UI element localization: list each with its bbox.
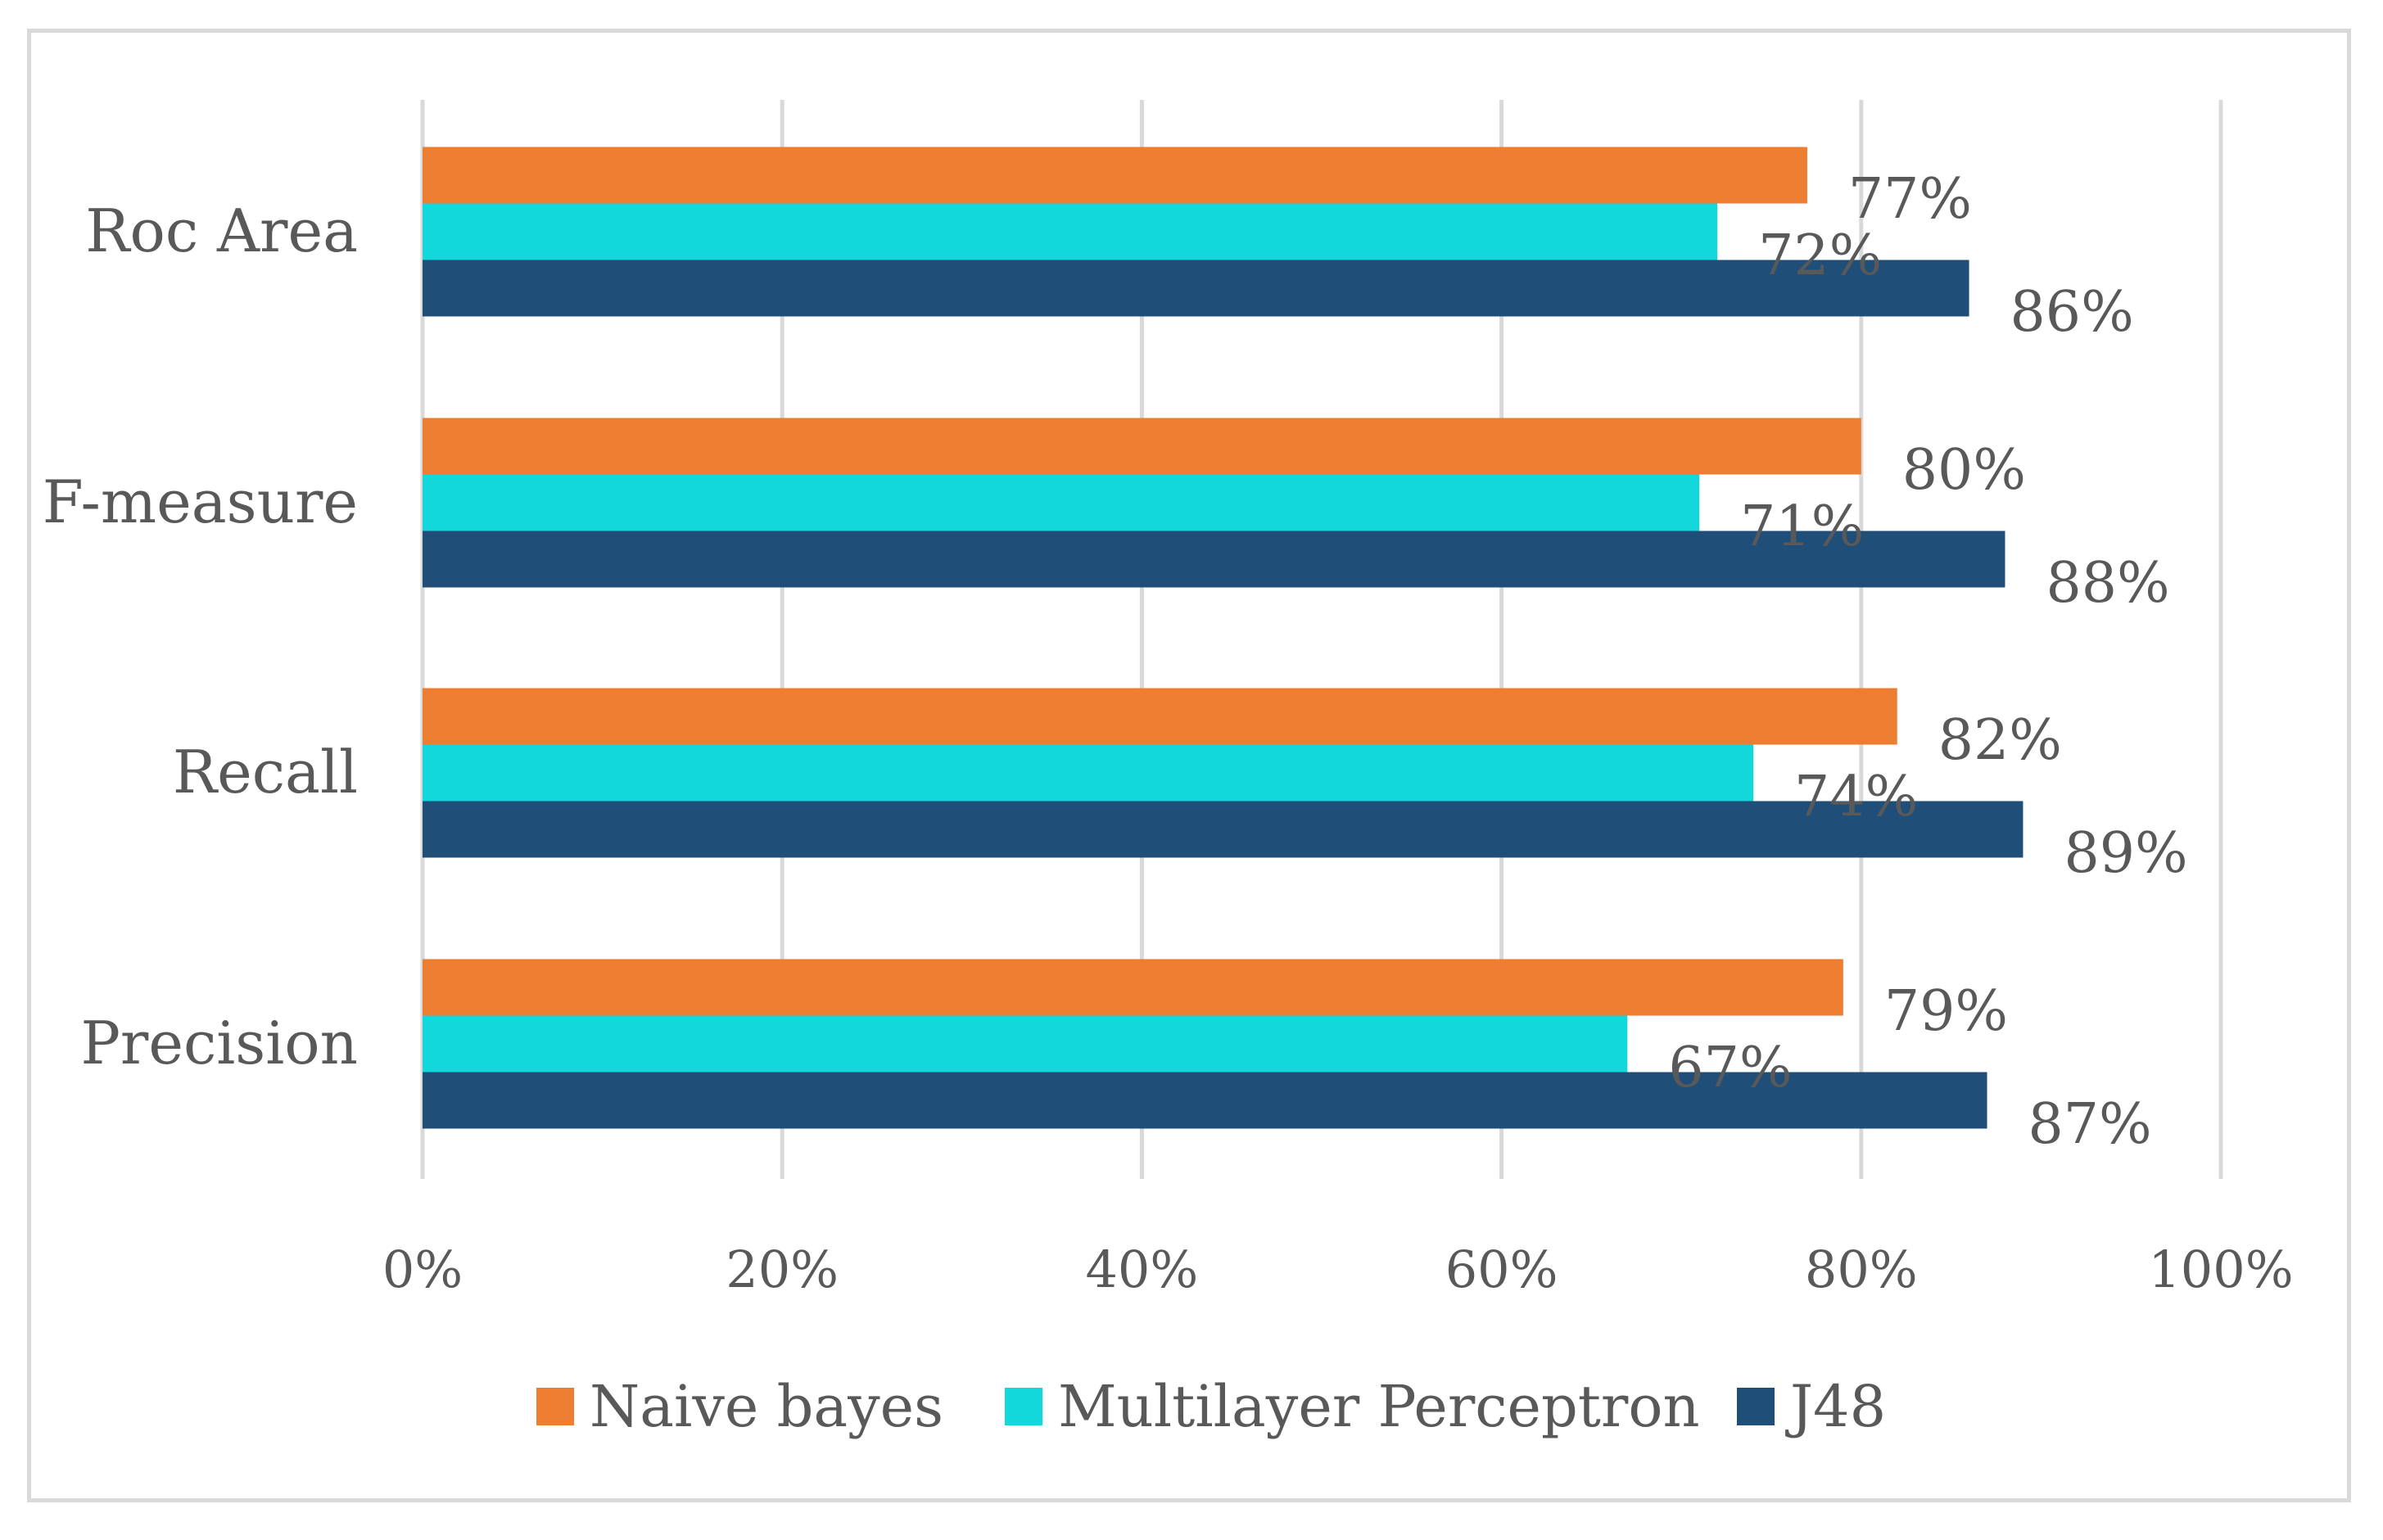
legend-label: Naive bayes <box>590 1373 943 1440</box>
data-label: 71% <box>1740 495 1864 559</box>
data-labels: 77%72% 86% 80% 71% 88% 82% 74% 89% 79% 67% 87% <box>1668 167 2187 1157</box>
bar <box>423 801 2024 858</box>
category-label: Recall <box>173 738 358 806</box>
legend-swatch <box>1005 1388 1042 1425</box>
data-label: 77% <box>1848 167 1972 232</box>
bar <box>423 1072 1987 1129</box>
bar <box>423 744 1754 802</box>
x-tick-label: 80% <box>1805 1240 1918 1299</box>
x-tick-label: 40% <box>1085 1240 1198 1299</box>
x-tick-label: 20% <box>726 1240 839 1299</box>
x-tick-label: 0% <box>382 1240 463 1299</box>
bar <box>423 260 1969 317</box>
data-label: 80% <box>1902 438 2026 503</box>
legend-swatch <box>1737 1388 1775 1425</box>
data-label: 88% <box>2046 551 2169 616</box>
legend-swatch <box>536 1388 574 1425</box>
bar <box>423 418 1861 475</box>
legend-label: Multilayer Perceptron <box>1058 1373 1700 1440</box>
data-label: 79% <box>1884 979 2008 1044</box>
data-label: 74% <box>1794 765 1918 829</box>
bars <box>423 147 2024 1129</box>
category-label: F-measure <box>43 467 358 536</box>
bar <box>423 1015 1628 1073</box>
bar <box>423 531 2005 588</box>
category-label: Roc Area <box>85 196 358 265</box>
data-label: 89% <box>2064 821 2187 886</box>
bar <box>423 688 1897 745</box>
bar <box>423 203 1718 260</box>
legend: Naive bayes Multilayer Perceptron J48 <box>536 1373 1886 1440</box>
axis-labels: 0% 20% 40% 60% 80% 100% Roc Area F-measure Recal… <box>43 196 2294 1299</box>
legend-label: J48 <box>1785 1373 1886 1440</box>
data-label: 67% <box>1668 1036 1792 1100</box>
data-label: 87% <box>2028 1092 2152 1157</box>
bar <box>423 959 1843 1016</box>
data-label: 82% <box>1938 708 2062 773</box>
category-label: Precision <box>80 1009 358 1077</box>
bar <box>423 474 1700 531</box>
data-label: 72% <box>1758 224 1882 288</box>
data-label: 86% <box>2010 280 2134 345</box>
bar <box>423 147 1807 204</box>
x-tick-label: 100% <box>2148 1240 2293 1299</box>
x-tick-label: 60% <box>1445 1240 1558 1299</box>
